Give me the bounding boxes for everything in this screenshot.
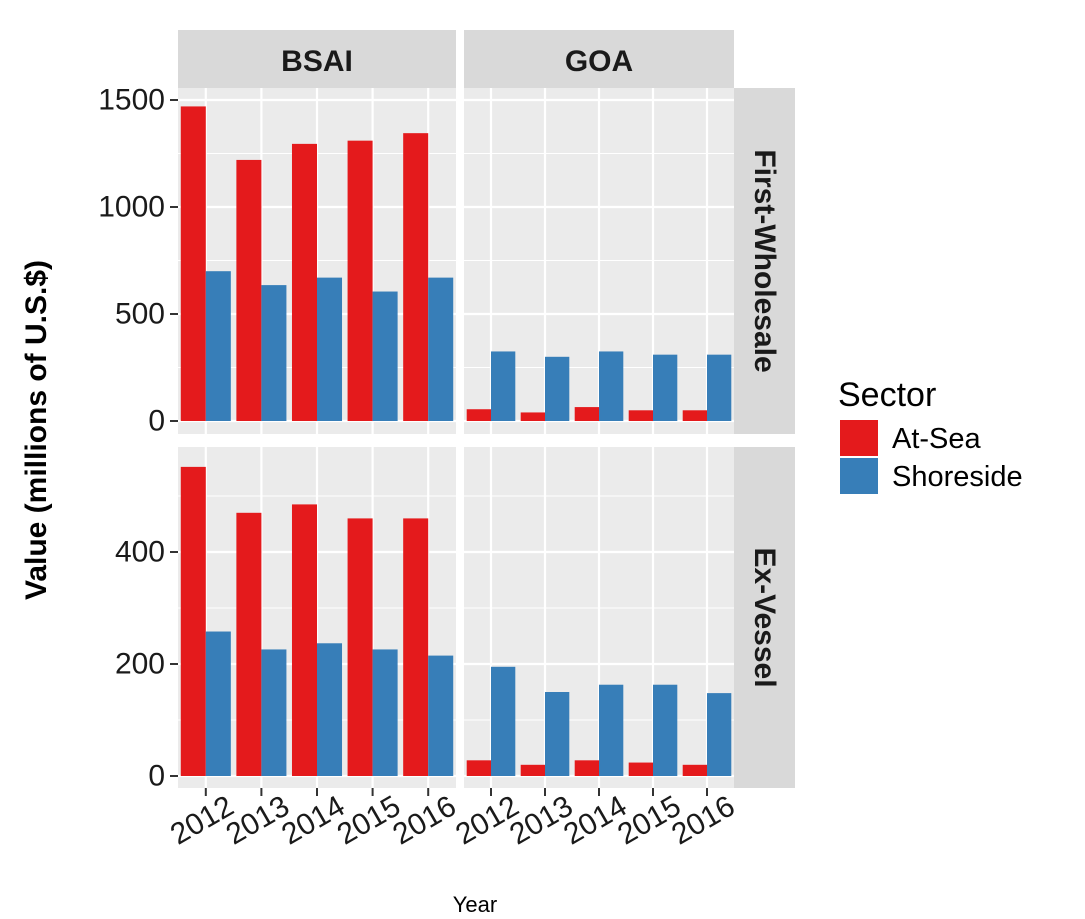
bar-at-sea-2012 — [466, 760, 491, 776]
bar-shoreside-2014 — [599, 684, 624, 776]
bar-at-sea-2013 — [236, 512, 262, 776]
bar-at-sea-2016 — [403, 133, 429, 422]
bar-at-sea-2016 — [403, 518, 429, 776]
bar-at-sea-2014 — [291, 504, 317, 776]
bar-shoreside-2012 — [491, 666, 516, 776]
panel-bsai-first-wholesale — [178, 88, 456, 434]
bar-shoreside-2015 — [372, 291, 398, 421]
bar-at-sea-2014 — [574, 760, 599, 776]
bar-at-sea-2014 — [291, 143, 317, 421]
column-strip-label: GOA — [565, 45, 633, 78]
strip-ex-vessel: Ex-Vessel — [734, 447, 795, 788]
bar-shoreside-2014 — [317, 643, 343, 776]
legend: Sector At-Sea Shoreside — [838, 376, 1023, 494]
panel-goa-ex-vessel — [464, 447, 734, 788]
bar-shoreside-2012 — [491, 351, 516, 421]
legend-label: At-Sea — [892, 423, 982, 455]
panel-bsai-ex-vessel — [178, 447, 456, 788]
bar-shoreside-2015 — [653, 354, 678, 421]
bar-at-sea-2012 — [180, 466, 206, 776]
bar-shoreside-2016 — [428, 277, 454, 421]
legend-title: Sector — [838, 376, 936, 414]
bar-shoreside-2013 — [261, 649, 287, 776]
x-tick-label: 2016 — [666, 789, 740, 851]
facet-strips-layer: BSAI GOA First-Wholesale Ex-Vessel — [178, 30, 795, 788]
bar-shoreside-2016 — [707, 693, 732, 776]
y-tick-label: 400 — [115, 536, 165, 569]
bar-shoreside-2012 — [205, 271, 231, 421]
bar-at-sea-2014 — [574, 407, 599, 421]
x-axis-title: Year — [453, 892, 497, 917]
bar-at-sea-2015 — [628, 762, 653, 776]
bar-shoreside-2014 — [599, 351, 624, 421]
strip-goa: GOA — [464, 30, 734, 88]
bar-shoreside-2015 — [653, 684, 678, 776]
bar-shoreside-2013 — [545, 356, 570, 421]
bar-shoreside-2016 — [428, 655, 454, 776]
legend-item-shoreside: Shoreside — [840, 458, 1023, 494]
bar-shoreside-2016 — [707, 354, 732, 421]
y-ticks-layer: 0 500 1000 1500 0 200 400 — [98, 84, 178, 793]
row-strip-label: First-Wholesale — [748, 149, 781, 372]
bar-at-sea-2015 — [628, 410, 653, 421]
bar-at-sea-2013 — [520, 412, 545, 421]
legend-swatch — [840, 458, 878, 494]
legend-label: Shoreside — [892, 461, 1023, 493]
row-strip-label: Ex-Vessel — [748, 547, 781, 687]
y-tick-label: 0 — [148, 405, 165, 438]
bar-at-sea-2016 — [682, 764, 707, 776]
bar-at-sea-2013 — [520, 764, 545, 776]
bar-shoreside-2013 — [545, 692, 570, 776]
bar-at-sea-2012 — [180, 106, 206, 422]
bar-shoreside-2014 — [317, 277, 343, 421]
strip-background — [464, 30, 734, 88]
bar-at-sea-2016 — [682, 410, 707, 421]
strip-first-wholesale: First-Wholesale — [734, 88, 795, 434]
y-tick-label: 500 — [115, 298, 165, 331]
strip-bsai: BSAI — [178, 30, 456, 88]
y-tick-label: 1500 — [98, 84, 165, 117]
bar-at-sea-2012 — [466, 409, 491, 421]
y-axis-title: Value (millions of U.S.$) — [20, 260, 53, 600]
column-strip-label: BSAI — [281, 45, 353, 78]
bar-at-sea-2015 — [347, 518, 373, 776]
x-tick-label: 2016 — [387, 789, 461, 851]
bar-shoreside-2012 — [205, 631, 231, 776]
y-tick-label: 1000 — [98, 191, 165, 224]
panels-layer — [178, 88, 734, 788]
bar-at-sea-2013 — [236, 159, 262, 422]
strip-background — [178, 30, 456, 88]
strip-background — [734, 447, 795, 788]
strip-background — [734, 88, 795, 434]
y-tick-label: 200 — [115, 648, 165, 681]
panel-goa-first-wholesale — [464, 88, 734, 434]
y-tick-label: 0 — [148, 760, 165, 793]
legend-swatch — [840, 420, 878, 456]
bar-at-sea-2015 — [347, 140, 373, 421]
bar-shoreside-2015 — [372, 649, 398, 776]
bar-shoreside-2013 — [261, 285, 287, 421]
legend-item-at-sea: At-Sea — [840, 420, 982, 456]
